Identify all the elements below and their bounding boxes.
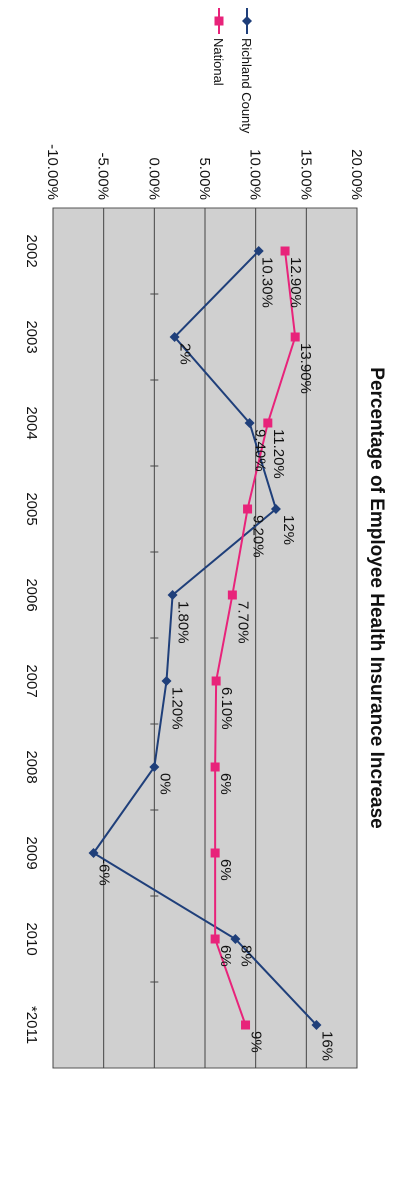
data-point: [169, 332, 180, 342]
x-tick-label: 2008: [23, 750, 40, 783]
y-tick-label: -10.00%: [44, 144, 61, 200]
x-tick-label: 2006: [23, 578, 40, 611]
data-label: 16%: [318, 1031, 335, 1061]
data-label: 12.90%: [287, 257, 304, 308]
data-point: [167, 590, 178, 600]
series-line: [92, 250, 318, 1026]
x-tick-label: 2002: [23, 234, 40, 267]
data-label: 7.70%: [234, 601, 251, 644]
data-label: 11.20%: [270, 429, 287, 479]
data-point: [253, 246, 264, 256]
data-label: 9.40%: [252, 429, 269, 472]
data-label: 1.80%: [175, 601, 192, 644]
data-label: 9%: [248, 1031, 265, 1053]
data-point: [230, 934, 241, 944]
gridlines: [52, 208, 358, 1068]
data-point: [241, 1020, 251, 1030]
x-tick-label: *2011: [23, 1006, 40, 1044]
x-axis-tick-labels: 2002 2003 2004 2005 2006 2007 2008 2009 2010 *201…: [23, 234, 40, 1044]
data-label: 9.20%: [250, 515, 267, 558]
y-tick-label: 15.00%: [297, 149, 314, 200]
data-label: 10.30%: [259, 257, 276, 308]
y-axis-tick-labels: -10.00% -5.00% 0.00% 5.00% 10.00% 15.00% 20.00…: [44, 144, 365, 200]
data-point: [280, 246, 290, 256]
y-tick-label: 0.00%: [145, 157, 162, 200]
legend: Richland County National: [211, 8, 254, 134]
legend-marker: [214, 16, 224, 26]
series-markers: [88, 246, 322, 1030]
data-point: [88, 848, 99, 858]
data-label: 6%: [217, 859, 234, 881]
data-label: 6.10%: [218, 687, 235, 730]
data-point: [263, 418, 273, 428]
data-label: 6%: [217, 773, 234, 795]
data-label: 13.90%: [297, 343, 314, 394]
legend-marker: [242, 16, 252, 26]
series-line: [214, 250, 297, 1026]
data-point: [161, 676, 172, 686]
y-tick-label: 5.00%: [196, 157, 213, 200]
data-point: [243, 504, 253, 514]
x-tick-label: 2005: [23, 492, 40, 525]
data-labels: 10.30% 2% 9.40% 12% 1.80% 1.20% 0% -6% 8% 16% 12.9…: [96, 257, 336, 1061]
x-tick-label: 2003: [23, 320, 40, 353]
x-tick-label: 2004: [23, 406, 40, 439]
x-tick-label: 2007: [23, 664, 40, 697]
y-tick-label: 20.00%: [348, 149, 365, 200]
legend-label: National: [211, 38, 226, 86]
data-point: [244, 418, 255, 428]
data-label: 8%: [237, 945, 254, 967]
data-point: [227, 590, 237, 600]
series-lines: [92, 250, 318, 1026]
data-label: 2%: [177, 343, 194, 365]
y-tick-label: 10.00%: [247, 149, 264, 200]
data-label: 1.20%: [168, 687, 185, 730]
data-label: 12%: [280, 515, 297, 545]
data-point: [210, 762, 220, 772]
legend-label: Richland County: [239, 38, 254, 134]
data-point: [210, 934, 220, 944]
data-point: [149, 762, 160, 772]
data-label: 6%: [217, 945, 234, 967]
data-point: [210, 848, 220, 858]
chart-title: Percentage of Employee Health Insurance …: [366, 367, 387, 828]
data-point: [290, 332, 300, 342]
y-tick-label: -5.00%: [95, 152, 112, 200]
data-label: -6%: [96, 859, 113, 886]
x-tick-label: 2009: [23, 836, 40, 869]
data-point: [211, 676, 221, 686]
data-label: 0%: [156, 773, 173, 795]
x-tick-label: 2010: [23, 922, 40, 955]
